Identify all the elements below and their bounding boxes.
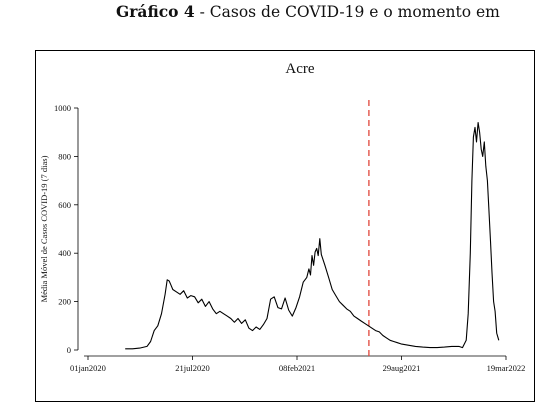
figure-label: Gráfico 4 xyxy=(116,2,195,21)
y-tick-label-200: 200 xyxy=(58,297,71,307)
figure-caption-header: Gráfico 4 - Casos de COVID-19 e o moment… xyxy=(0,2,550,28)
data-marks xyxy=(125,100,500,356)
y-tick-label-0: 0 xyxy=(67,345,71,355)
x-tick-label-29aug2021: 29aug2021 xyxy=(383,363,421,373)
figure-caption-text: - Casos de COVID-19 e o momento em xyxy=(194,3,500,21)
y-axis-title: Média Móvel de Casos COVID-19 (7 dias) xyxy=(39,155,49,302)
x-tick-label-01jan2020: 01jan2020 xyxy=(70,363,106,373)
axes: 0 200 400 600 800 1000 01jan2020 21jul2020 08feb… xyxy=(54,103,525,373)
y-tick-label-600: 600 xyxy=(58,200,71,210)
chart-frame xyxy=(35,50,535,402)
x-tick-label-08feb2021: 08feb2021 xyxy=(279,363,315,373)
series-line-0 xyxy=(125,121,500,350)
x-tick-label-19mar2022: 19mar2022 xyxy=(487,363,526,373)
y-tick-label-800: 800 xyxy=(58,151,71,161)
chart-title: Acre xyxy=(285,61,314,77)
y-tick-label-400: 400 xyxy=(58,248,71,258)
y-tick-label-1000: 1000 xyxy=(54,103,71,113)
x-tick-label-21jul2020: 21jul2020 xyxy=(175,363,209,373)
